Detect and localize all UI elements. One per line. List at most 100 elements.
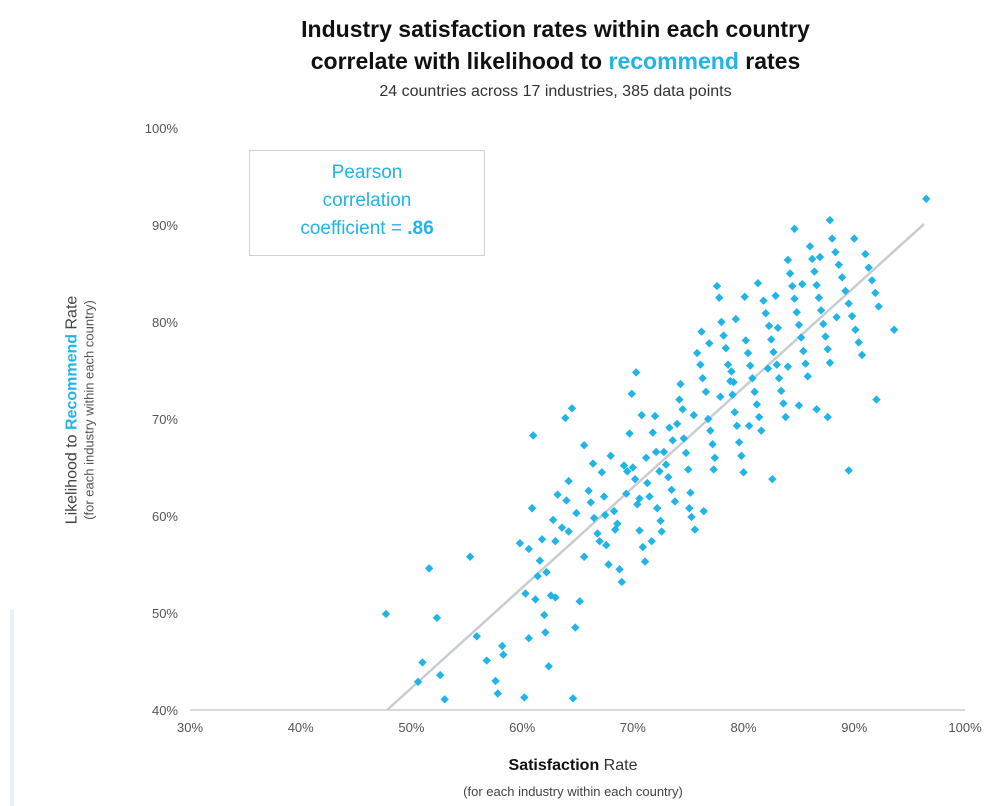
- data-point: [647, 537, 656, 546]
- data-point: [568, 694, 578, 703]
- data-point: [609, 506, 619, 516]
- data-point: [764, 321, 774, 331]
- data-point: [548, 515, 558, 525]
- data-point: [837, 273, 847, 282]
- data-point: [623, 467, 632, 476]
- data-point: [593, 529, 602, 538]
- data-point: [709, 465, 718, 474]
- data-point: [544, 662, 553, 671]
- data-point: [748, 374, 757, 383]
- data-point: [831, 247, 840, 257]
- data-point: [767, 335, 776, 344]
- data-point: [825, 215, 835, 225]
- data-point: [381, 609, 391, 619]
- data-point: [861, 249, 870, 259]
- data-point: [524, 544, 533, 554]
- data-point: [743, 348, 753, 358]
- data-point: [625, 429, 634, 438]
- data-point: [561, 413, 570, 423]
- data-point: [491, 676, 500, 686]
- x-axis-title-bold: Satisfaction: [508, 757, 600, 774]
- data-point: [834, 260, 843, 269]
- y-tick-label: 100%: [145, 121, 179, 136]
- y-tick-labels: 40% 50% 60% 70% 80% 90% 100%: [145, 121, 179, 718]
- x-tick-label: 30%: [177, 720, 203, 735]
- data-point: [825, 358, 835, 367]
- data-point: [788, 281, 797, 291]
- data-point: [540, 610, 549, 620]
- data-point: [557, 523, 567, 532]
- data-point: [584, 486, 593, 495]
- data-point: [701, 387, 711, 397]
- data-point: [763, 364, 773, 373]
- data-point: [564, 527, 573, 536]
- data-point: [808, 254, 817, 264]
- data-point: [772, 360, 781, 369]
- data-point: [753, 279, 763, 288]
- data-point: [874, 302, 883, 311]
- data-point: [761, 309, 770, 318]
- data-point: [779, 399, 788, 408]
- data-point: [871, 288, 880, 298]
- data-point: [637, 410, 646, 420]
- data-point: [602, 540, 611, 550]
- data-point: [723, 360, 733, 369]
- data-point: [424, 564, 434, 573]
- x-axis-subtitle: (for each industry within each country): [463, 784, 683, 799]
- data-point: [692, 348, 702, 358]
- data-point: [668, 436, 677, 445]
- data-point: [801, 359, 810, 368]
- data-point: [821, 332, 830, 341]
- data-point: [617, 577, 626, 587]
- data-point: [482, 656, 491, 665]
- data-point: [679, 434, 688, 443]
- x-tick-label: 60%: [509, 720, 535, 735]
- data-point: [790, 294, 799, 303]
- left-accent-rule: [10, 610, 14, 806]
- data-point: [805, 242, 815, 251]
- data-point: [631, 368, 641, 377]
- data-point: [535, 556, 545, 565]
- data-point: [698, 374, 707, 383]
- y-tick-label: 60%: [152, 509, 178, 524]
- y-axis-title-post: Rate: [63, 295, 81, 330]
- y-axis-title-highlight: Recommend: [63, 333, 81, 430]
- y-axis-title: Likelihood to Recommend Rate: [64, 296, 82, 525]
- data-point: [697, 327, 706, 336]
- data-point: [717, 317, 726, 327]
- data-point: [827, 234, 837, 243]
- chart-title-line2: correlate with likelihood to recommend r…: [0, 48, 991, 75]
- data-point: [771, 291, 780, 301]
- data-point: [440, 695, 449, 704]
- data-point: [432, 613, 442, 623]
- data-point: [641, 453, 651, 462]
- data-point: [794, 401, 804, 410]
- data-point: [710, 453, 719, 462]
- data-point: [844, 466, 853, 475]
- data-point: [667, 485, 676, 495]
- data-point: [676, 379, 685, 389]
- y-tick-label: 70%: [152, 412, 178, 427]
- data-point: [684, 465, 693, 474]
- data-point: [533, 571, 542, 581]
- data-point: [773, 323, 783, 333]
- data-point: [586, 498, 595, 507]
- data-point: [665, 423, 674, 432]
- data-point: [541, 628, 550, 637]
- data-point: [572, 508, 581, 518]
- data-point: [814, 293, 824, 302]
- data-point: [750, 387, 759, 397]
- data-point: [799, 346, 808, 356]
- data-point: [413, 677, 423, 687]
- y-tick-label: 90%: [152, 218, 178, 233]
- data-point: [562, 496, 571, 505]
- data-point: [730, 408, 739, 417]
- x-axis-title: Satisfaction Rate: [373, 757, 773, 775]
- data-point: [689, 410, 698, 420]
- data-point: [783, 255, 793, 265]
- data-point: [794, 320, 804, 330]
- data-point: [685, 504, 694, 513]
- data-point: [744, 421, 754, 430]
- title-text-post: rates: [745, 48, 801, 74]
